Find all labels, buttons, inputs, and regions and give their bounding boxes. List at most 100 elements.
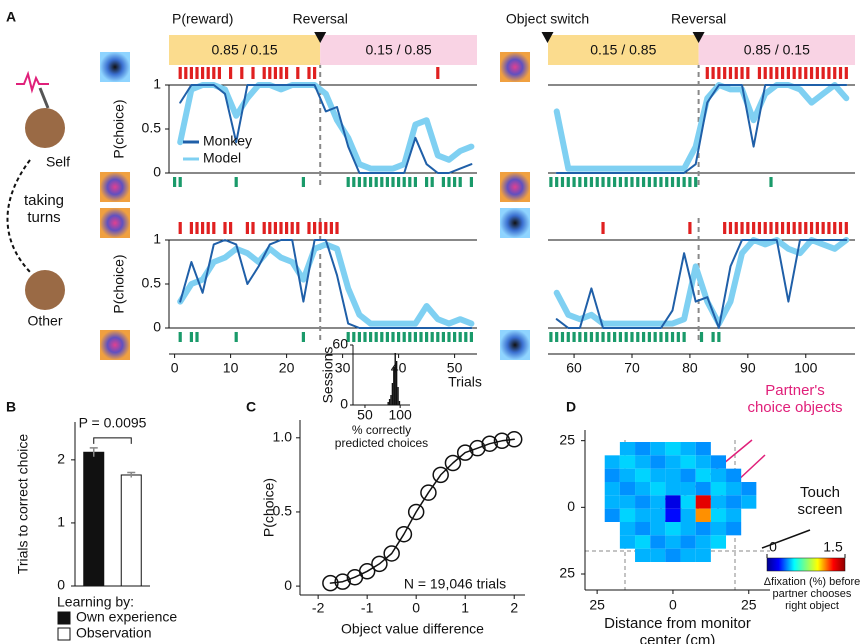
annotation: Touch screen <box>780 485 860 518</box>
top-choice-mark <box>688 222 691 234</box>
top-choice-mark <box>764 67 767 79</box>
top-choice-mark <box>190 67 193 79</box>
heatmap-cell <box>605 469 620 482</box>
y-tick-label: 2 <box>57 451 65 467</box>
bottom-choice-mark <box>179 177 182 187</box>
object-icon <box>500 208 530 238</box>
heatmap-cell <box>711 522 726 535</box>
agent-label: Self <box>46 154 70 170</box>
series-line <box>180 240 471 328</box>
bottom-choice-mark <box>179 332 182 342</box>
bottom-choice-mark <box>688 177 691 187</box>
top-choice-mark <box>816 67 819 79</box>
bottom-choice-mark <box>380 177 383 187</box>
bottom-choice-mark <box>654 332 657 342</box>
bottom-choice-mark <box>369 177 372 187</box>
heatmap-cell <box>726 469 741 482</box>
object-icon <box>100 172 130 202</box>
panel-label: C <box>246 399 256 415</box>
x-tick-label: -1 <box>361 600 374 616</box>
bottom-choice-mark <box>555 177 558 187</box>
bottom-choice-mark <box>302 177 305 187</box>
heatmap-cell <box>696 535 711 548</box>
bottom-choice-mark <box>375 332 378 342</box>
x-tick-label: 25 <box>589 597 605 613</box>
y-tick-label: 1 <box>153 76 161 92</box>
top-choice-mark <box>787 67 790 79</box>
bottom-choice-mark <box>403 332 406 342</box>
annotation: N = 19,046 trials <box>404 576 506 592</box>
top-choice-mark <box>758 67 761 79</box>
top-choice-mark <box>816 222 819 234</box>
top-choice-mark <box>201 67 204 79</box>
y-tick-label: 1 <box>153 231 161 247</box>
heatmap-cell <box>681 469 696 482</box>
bottom-choice-mark <box>555 332 558 342</box>
series-line <box>557 85 847 173</box>
x-tick-label: 0 <box>412 600 420 616</box>
x-tick-label: 2 <box>510 600 518 616</box>
heatmap-cell <box>650 535 665 548</box>
monkey-self <box>25 108 65 148</box>
bottom-choice-mark <box>636 332 639 342</box>
bottom-choice-mark <box>596 332 599 342</box>
bottom-choice-mark <box>717 332 720 342</box>
top-choice-mark <box>263 67 266 79</box>
bottom-choice-mark <box>596 177 599 187</box>
heatmap-cell <box>696 522 711 535</box>
top-choice-mark <box>195 222 198 234</box>
top-choice-mark <box>810 222 813 234</box>
top-choice-mark <box>827 222 830 234</box>
data-point <box>507 432 522 447</box>
heatmap-cell <box>711 495 726 508</box>
top-choice-mark <box>201 222 204 234</box>
bottom-choice-mark <box>601 332 604 342</box>
event-label: Reversal <box>293 11 348 27</box>
bottom-choice-mark <box>391 332 394 342</box>
x-tick-label: -2 <box>312 600 325 616</box>
bottom-choice-mark <box>671 332 674 342</box>
y-tick-label: 0 <box>57 577 65 593</box>
top-choice-mark <box>758 222 761 234</box>
bottom-choice-mark <box>380 332 383 342</box>
x-tick-label: 0 <box>171 360 179 376</box>
data-point <box>372 556 387 571</box>
bottom-choice-mark <box>561 177 564 187</box>
x-tick-label: 30 <box>335 360 351 376</box>
bottom-choice-mark <box>414 177 417 187</box>
bottom-choice-mark <box>567 177 570 187</box>
heatmap-cell <box>635 509 650 522</box>
bottom-choice-mark <box>654 177 657 187</box>
x-tick-label: 70 <box>624 360 640 376</box>
y-tick-label: 0 <box>153 164 161 180</box>
top-choice-mark <box>268 67 271 79</box>
bottom-choice-mark <box>561 332 564 342</box>
bottom-choice-mark <box>677 177 680 187</box>
y-tick-label: 0 <box>340 396 348 412</box>
y-tick-label: 0.5 <box>142 275 162 291</box>
heatmap-cell <box>665 495 680 508</box>
y-axis-label: Sessions <box>320 347 336 404</box>
bottom-choice-mark <box>447 177 450 187</box>
heatmap-cell <box>741 495 756 508</box>
bottom-choice-mark <box>769 177 772 187</box>
bottom-choice-mark <box>386 177 389 187</box>
top-choice-mark <box>735 222 738 234</box>
bottom-choice-mark <box>642 332 645 342</box>
heatmap-cell <box>665 469 680 482</box>
reward-block-label: 0.15 / 0.85 <box>366 42 432 58</box>
top-choice-mark <box>246 222 249 234</box>
heatmap-cell <box>605 509 620 522</box>
top-choice-mark <box>307 222 310 234</box>
bottom-choice-mark <box>572 177 575 187</box>
y-axis-label: P(choice) <box>111 99 127 158</box>
bottom-choice-mark <box>173 177 176 187</box>
bottom-choice-mark <box>352 332 355 342</box>
bottom-choice-mark <box>442 332 445 342</box>
heatmap-cell <box>635 535 650 548</box>
bottom-choice-mark <box>397 177 400 187</box>
top-choice-mark <box>833 67 836 79</box>
heatmap-cell <box>681 522 696 535</box>
object-icon <box>500 52 530 82</box>
heatmap-cell <box>620 535 635 548</box>
